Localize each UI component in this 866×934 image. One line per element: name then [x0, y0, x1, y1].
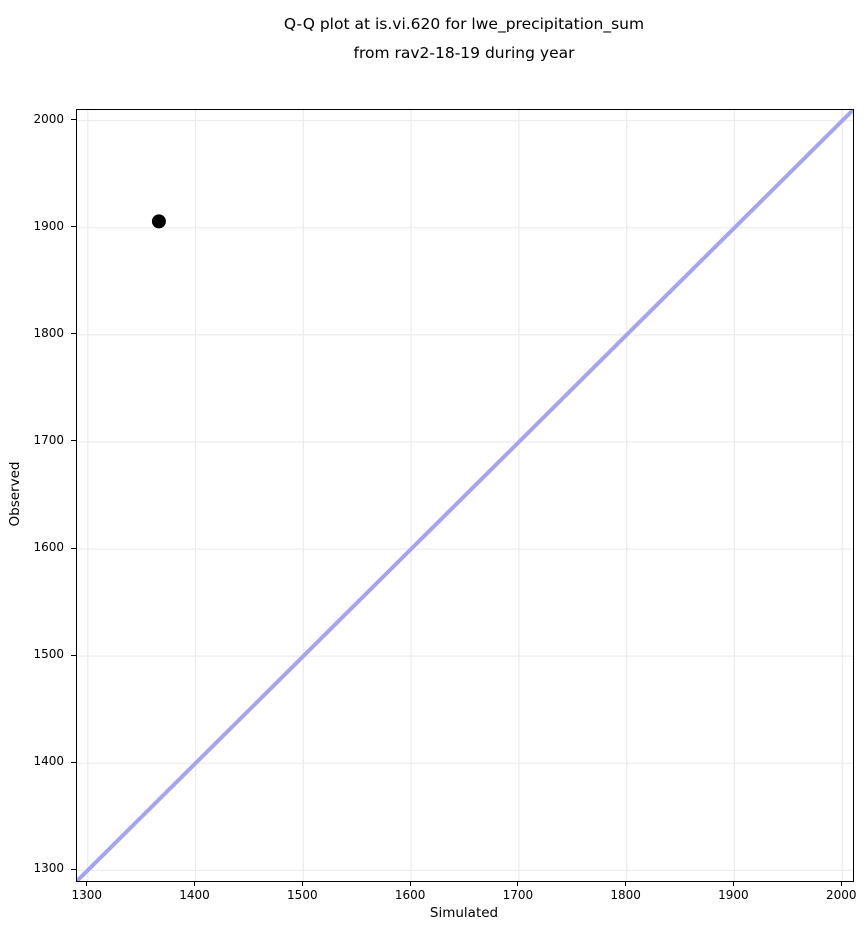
x-tick-mark: [840, 881, 842, 886]
chart-title: Q-Q plot at is.vi.620 for lwe_precipitat…: [76, 10, 852, 68]
x-tick-label: 1500: [287, 888, 318, 902]
x-tick-label: 1900: [718, 888, 749, 902]
y-tick-label: 1300: [33, 861, 64, 876]
plot-area: [76, 109, 854, 882]
plot-canvas: [77, 110, 853, 881]
x-tick-label: 1400: [179, 888, 210, 902]
x-tick-label: 1700: [502, 888, 534, 902]
y-tick-label: 1500: [33, 647, 64, 662]
x-tick-label: 1300: [71, 888, 103, 902]
y-tick-mark: [71, 333, 76, 335]
x-tick-mark: [625, 881, 627, 886]
x-tick-label: 2000: [825, 888, 857, 902]
x-tick-mark: [194, 881, 196, 886]
x-axis-label: Simulated: [429, 905, 499, 921]
y-tick-mark: [71, 654, 76, 656]
x-tick-label: 1800: [610, 888, 641, 902]
y-tick-label: 2000: [33, 111, 64, 126]
y-tick-mark: [71, 119, 76, 121]
y-tick-label: 1600: [33, 540, 64, 555]
y-tick-mark: [71, 868, 76, 870]
x-tick-mark: [301, 881, 303, 886]
x-tick-mark: [732, 881, 734, 886]
y-tick-label: 1400: [33, 754, 64, 769]
y-tick-mark: [71, 226, 76, 228]
identity-line: [77, 110, 853, 881]
x-tick-label: 1600: [394, 888, 426, 902]
chart-title-line-2: from rav2-18-19 during year: [353, 44, 575, 62]
y-axis-label: Observed: [7, 461, 23, 527]
y-tick-mark: [71, 761, 76, 763]
y-tick-mark: [71, 547, 76, 549]
data-point: [151, 214, 166, 229]
y-tick-label: 1700: [33, 432, 64, 447]
chart-title-line-1: Q-Q plot at is.vi.620 for lwe_precipitat…: [283, 15, 645, 33]
x-tick-mark: [409, 881, 411, 886]
y-tick-mark: [71, 440, 76, 442]
x-tick-mark: [517, 881, 519, 886]
x-tick-mark: [86, 881, 88, 886]
y-tick-label: 1800: [33, 325, 64, 340]
y-tick-label: 1900: [33, 218, 64, 233]
